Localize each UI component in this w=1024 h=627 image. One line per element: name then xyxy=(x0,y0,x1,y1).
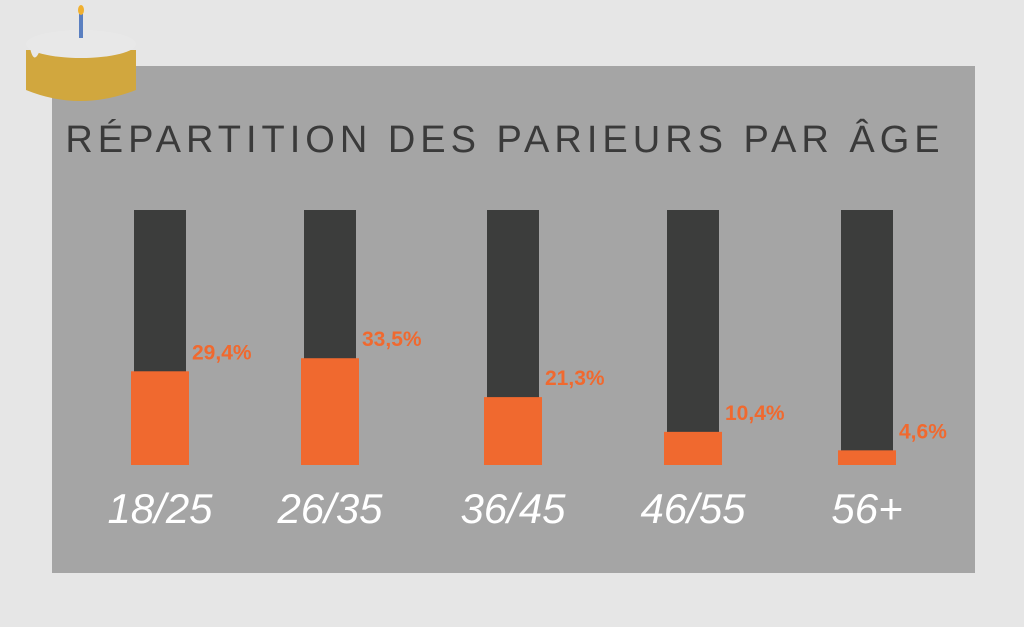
x-tick-label: 26/35 xyxy=(276,485,383,532)
x-tick-label: 46/55 xyxy=(640,485,746,532)
bar xyxy=(838,450,896,465)
value-label: 10,4% xyxy=(725,402,785,425)
bar xyxy=(131,371,189,465)
bar-track xyxy=(841,210,893,465)
bar xyxy=(484,397,542,465)
bar-track xyxy=(667,210,719,465)
bar xyxy=(301,358,359,465)
value-label: 4,6% xyxy=(899,420,947,443)
value-label: 21,3% xyxy=(545,367,605,390)
chart-title: RÉPARTITION DES PARIEURS PAR ÂGE xyxy=(65,118,944,161)
value-label: 29,4% xyxy=(192,341,252,364)
x-tick-label: 56+ xyxy=(831,485,902,532)
x-tick-label: 36/45 xyxy=(460,485,566,532)
cake-icon xyxy=(26,5,136,101)
value-label: 33,5% xyxy=(362,328,422,351)
bar xyxy=(664,431,722,465)
x-tick-label: 18/25 xyxy=(107,485,213,532)
